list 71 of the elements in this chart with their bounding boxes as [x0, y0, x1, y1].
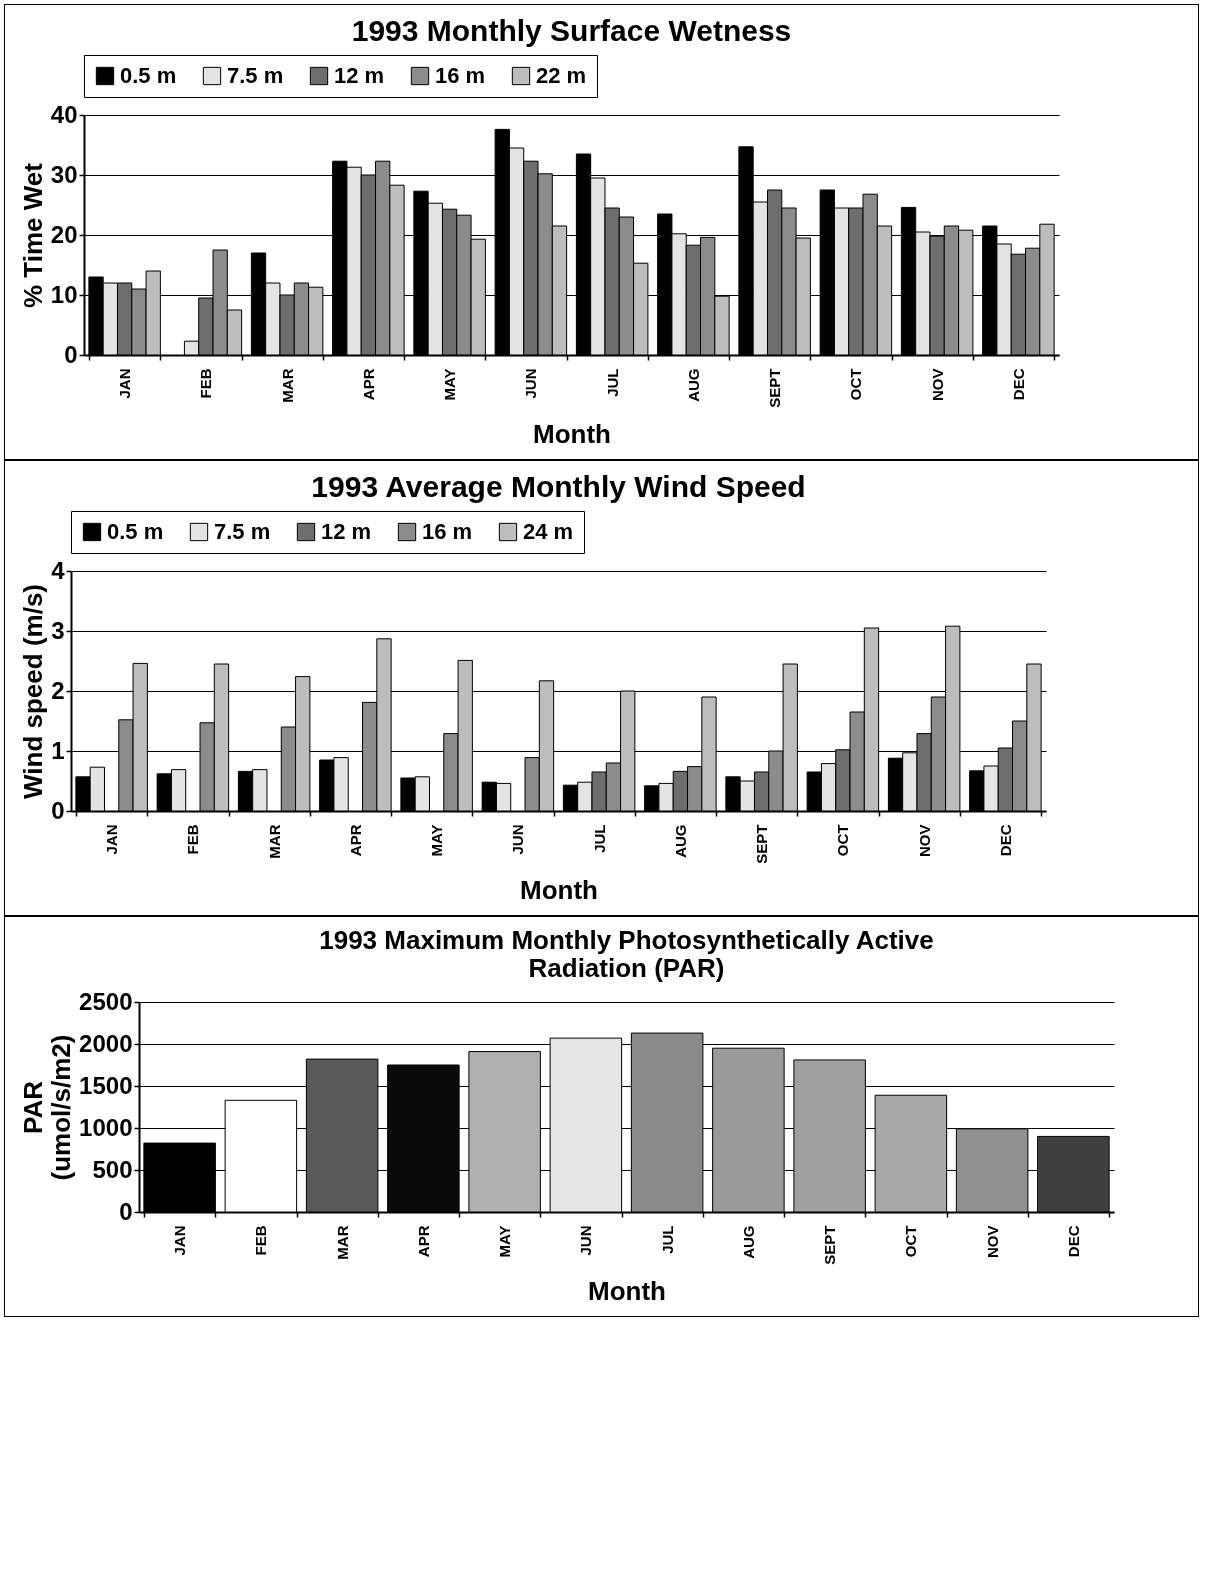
x-axis-title: Month [533, 418, 611, 449]
x-tick-label: JUL [603, 368, 621, 397]
y-tick-label: 30 [50, 160, 78, 188]
x-tick-label: FEB [252, 1225, 270, 1256]
x-tick-label: NOV [928, 368, 946, 402]
y-tick-label: 2500 [79, 987, 133, 1015]
y-tick-label: 1500 [79, 1071, 133, 1099]
x-tick-label: SEPT [766, 368, 784, 408]
x-tick-label: JUN [509, 824, 527, 855]
legend-label: 0.5 m [120, 63, 177, 88]
legend-label: 22 m [536, 63, 587, 88]
x-tick-label: JUN [522, 368, 540, 399]
x-tick-label: OCT [847, 368, 865, 401]
x-tick-label: MAY [428, 824, 446, 857]
x-tick-label: FEB [184, 824, 202, 855]
x-tick-label: DEC [1064, 1225, 1082, 1258]
x-axis-title: Month [520, 874, 598, 905]
x-tick-label: OCT [902, 1225, 920, 1258]
x-tick-label: JUN [577, 1225, 595, 1256]
x-tick-label: JUL [658, 1225, 676, 1254]
y-tick-label: 2000 [79, 1029, 133, 1057]
chart-title: 1993 Average Monthly Wind Speed [311, 469, 806, 503]
legend-label: 7.5 m [214, 519, 271, 544]
legend-label: 12 m [334, 63, 385, 88]
y-tick-label: 0 [51, 796, 65, 824]
y-tick-label: 4 [51, 556, 66, 584]
x-tick-label: APR [346, 824, 364, 857]
y-axis-title: PAR (umol/s/m2) [18, 1034, 77, 1181]
chart-title: 1993 Monthly Surface Wetness [351, 13, 792, 47]
x-tick-label: JAN [116, 368, 134, 399]
x-tick-label: APR [359, 368, 377, 401]
x-tick-label: DEC [1009, 368, 1027, 401]
x-tick-label: FEB [197, 368, 215, 399]
x-tick-label: AUG [671, 824, 689, 858]
x-tick-label: APR [414, 1225, 432, 1258]
x-tick-label: NOV [915, 824, 933, 858]
x-tick-label: MAY [496, 1225, 514, 1258]
y-tick-label: 20 [50, 220, 78, 248]
y-tick-label: 1 [51, 736, 65, 764]
legend-label: 0.5 m [107, 519, 164, 544]
legend-label: 16 m [435, 63, 486, 88]
y-tick-label: 2 [51, 676, 65, 704]
y-axis-title: Wind speed (m/s) [18, 583, 49, 800]
y-tick-label: 0 [119, 1197, 133, 1225]
y-tick-label: 10 [50, 280, 78, 308]
x-tick-label: MAY [441, 368, 459, 401]
x-tick-label: MAR [333, 1225, 351, 1260]
y-tick-label: 3 [51, 616, 65, 644]
y-tick-label: 0 [64, 340, 78, 368]
x-axis-title: Month [588, 1275, 666, 1306]
x-tick-label: DEC [996, 824, 1014, 857]
x-tick-label: MAR [265, 824, 283, 859]
chart-title: 1993 Maximum Monthly Photosynthetically Active Radiation (PAR) [319, 925, 934, 983]
legend-label: 16 m [422, 519, 473, 544]
y-tick-label: 1000 [79, 1113, 133, 1141]
legend-label: 7.5 m [227, 63, 284, 88]
legend-label: 24 m [523, 519, 574, 544]
x-tick-label: SEPT [753, 824, 771, 864]
x-tick-label: NOV [983, 1225, 1001, 1259]
x-tick-label: AUG [684, 368, 702, 402]
x-tick-label: JAN [171, 1225, 189, 1256]
y-tick-label: 500 [92, 1155, 133, 1183]
x-tick-label: JUL [590, 824, 608, 853]
legend-label: 12 m [321, 519, 372, 544]
y-tick-label: 40 [50, 100, 78, 128]
x-tick-label: SEPT [821, 1225, 839, 1265]
x-tick-label: MAR [278, 368, 296, 403]
x-tick-label: OCT [834, 824, 852, 857]
x-tick-label: JAN [103, 824, 121, 855]
y-axis-title: % Time Wet [17, 162, 48, 308]
x-tick-label: AUG [739, 1225, 757, 1259]
